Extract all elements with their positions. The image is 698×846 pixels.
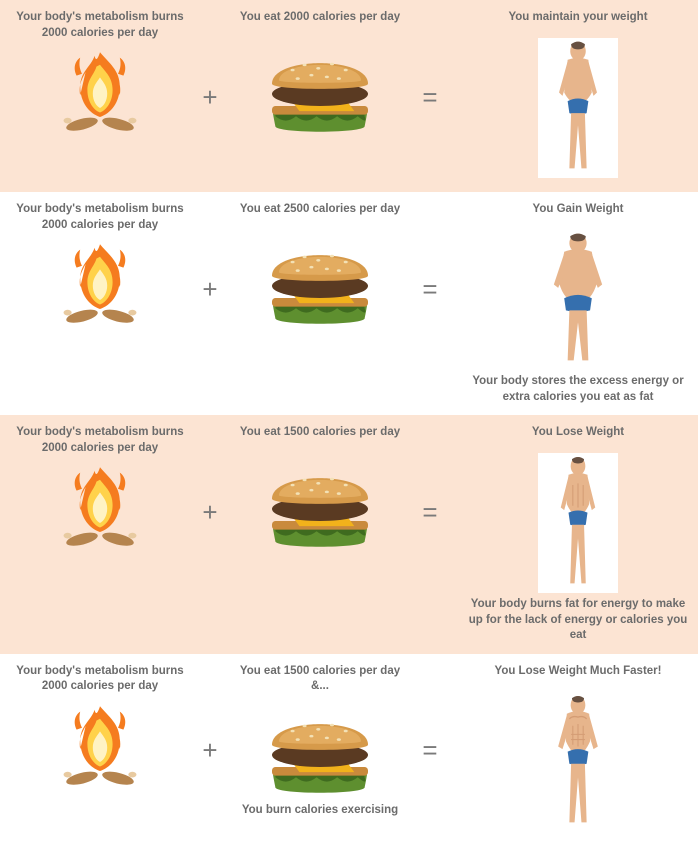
burger-icon [260,38,380,138]
equation-row-2: Your body's metabolism burns 2000 calori… [0,192,698,415]
metabolism-caption: Your body's metabolism burns 2000 calori… [10,423,190,460]
plus-operator: + [190,8,230,148]
human-body-icon [538,38,618,178]
equals-operator: = [410,200,450,340]
plus-operator: + [190,423,230,563]
metabolism-column: Your body's metabolism burns 2000 calori… [10,8,190,135]
human-body-icon [538,453,618,593]
eat-caption: You eat 1500 calories per day [236,423,404,453]
eat-column: You eat 1500 calories per day &... You b… [230,662,410,819]
eat-column: You eat 1500 calories per day [230,423,410,557]
result-caption: You Lose Weight Much Faster! [491,662,666,692]
eat-column: You eat 2000 calories per day [230,8,410,142]
metabolism-caption: Your body's metabolism burns 2000 calori… [10,8,190,45]
fire-icon [55,45,145,135]
eat-caption: You eat 2500 calories per day [236,200,404,230]
metabolism-column: Your body's metabolism burns 2000 calori… [10,662,190,789]
equals-operator: = [410,8,450,148]
result-caption: You Lose Weight [528,423,628,453]
burger-icon [260,453,380,553]
plus-operator: + [190,200,230,340]
fire-icon [55,460,145,550]
metabolism-column: Your body's metabolism burns 2000 calori… [10,200,190,327]
equation-row-1: Your body's metabolism burns 2000 calori… [0,0,698,192]
result-subcaption: Your body stores the excess energy or ex… [468,370,688,405]
equals-operator: = [410,662,450,802]
metabolism-caption: Your body's metabolism burns 2000 calori… [10,200,190,237]
result-column: You maintain your weight [468,8,688,182]
metabolism-caption: Your body's metabolism burns 2000 calori… [10,662,190,699]
eat-caption: You eat 2000 calories per day [236,8,404,38]
equals-operator: = [410,423,450,563]
result-caption: You maintain your weight [504,8,651,38]
eat-subcaption: You burn calories exercising [242,799,398,819]
equation-row-4: Your body's metabolism burns 2000 calori… [0,654,698,846]
human-body-icon [538,692,618,832]
plus-operator: + [190,662,230,802]
metabolism-column: Your body's metabolism burns 2000 calori… [10,423,190,550]
fire-icon [55,237,145,327]
eat-column: You eat 2500 calories per day [230,200,410,334]
result-column: You Gain Weight Your body stores the exc… [468,200,688,405]
human-body-icon [538,230,618,370]
result-subcaption: Your body burns fat for energy to make u… [468,593,688,644]
eat-caption: You eat 1500 calories per day &... [230,662,410,699]
result-column: You Lose Weight Your body burns fat for … [468,423,688,644]
burger-icon [260,230,380,330]
fire-icon [55,699,145,789]
equation-row-3: Your body's metabolism burns 2000 calori… [0,415,698,654]
result-caption: You Gain Weight [529,200,628,230]
